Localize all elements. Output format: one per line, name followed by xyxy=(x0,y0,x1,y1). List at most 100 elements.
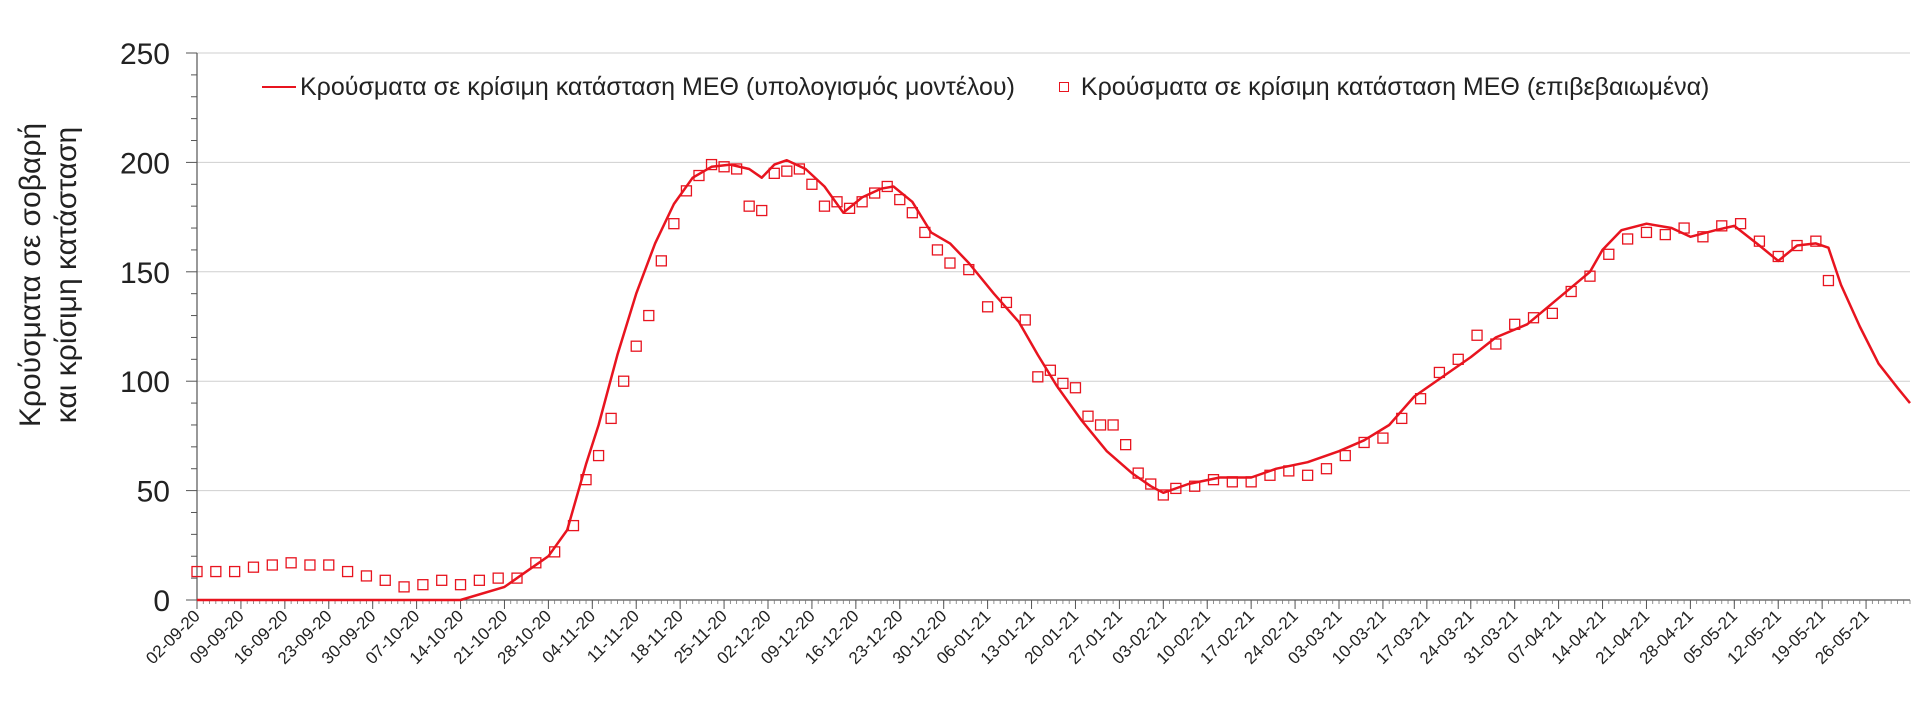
data-point-confirmed xyxy=(843,202,856,214)
data-point-confirmed xyxy=(1032,371,1044,383)
data-point-confirmed xyxy=(705,158,718,171)
data-point-confirmed xyxy=(379,574,391,586)
data-point-confirmed xyxy=(944,257,956,269)
data-point-confirmed xyxy=(1132,467,1144,479)
data-point-confirmed xyxy=(1358,436,1370,449)
data-point-confirmed xyxy=(1320,463,1333,475)
data-point-confirmed xyxy=(360,570,373,582)
data-point-confirmed xyxy=(549,546,561,558)
data-point-confirmed xyxy=(1471,329,1483,341)
legend: Κρούσματα σε κρίσιμη κατάσταση ΜΕΘ (υπολ… xyxy=(262,70,1709,104)
data-point-confirmed xyxy=(1527,312,1540,324)
data-point-confirmed xyxy=(1772,250,1784,263)
y-axis-label-line-1: Κρούσματα σε σοβαρή xyxy=(14,122,48,428)
data-point-confirmed xyxy=(1283,465,1295,477)
data-point-confirmed xyxy=(768,167,780,179)
data-point-confirmed xyxy=(228,565,241,578)
data-point-confirmed xyxy=(1339,449,1351,462)
data-point-confirmed xyxy=(693,169,705,182)
data-point-confirmed xyxy=(655,255,667,267)
legend-label-model: Κρούσματα σε κρίσιμη κατάσταση ΜΕΘ (υπολ… xyxy=(300,72,1015,101)
data-point-confirmed xyxy=(831,196,843,208)
data-point-confirmed xyxy=(285,557,297,569)
y-tick-label: 250 xyxy=(120,38,170,71)
data-point-confirmed xyxy=(1170,482,1182,495)
data-point-confirmed xyxy=(247,561,260,573)
data-point-confirmed xyxy=(398,581,410,593)
y-axis-label: Κρούσματα σε σοβαρή και κρίσιμη κατάστασ… xyxy=(8,110,90,440)
data-point-confirmed xyxy=(1069,382,1082,394)
data-point-confirmed xyxy=(1019,314,1031,326)
y-tick-label: 200 xyxy=(120,147,170,180)
data-point-confirmed xyxy=(1565,285,1577,298)
data-point-confirmed xyxy=(1264,469,1276,481)
data-point-confirmed xyxy=(473,574,486,586)
data-point-confirmed xyxy=(1396,412,1408,425)
data-point-confirmed xyxy=(793,163,806,175)
data-point-confirmed xyxy=(1082,410,1094,422)
data-point-confirmed xyxy=(906,207,918,219)
data-point-confirmed xyxy=(806,178,818,190)
data-point-confirmed xyxy=(881,180,893,193)
y-tick-label: 100 xyxy=(120,366,170,399)
data-point-confirmed xyxy=(856,196,868,208)
data-point-confirmed xyxy=(1509,318,1521,330)
data-point-confirmed xyxy=(1057,377,1069,390)
data-point-confirmed xyxy=(1640,226,1653,239)
data-point-confirmed xyxy=(1621,233,1634,245)
data-point-confirmed xyxy=(668,218,680,230)
data-point-confirmed xyxy=(981,301,994,313)
data-point-confirmed xyxy=(1044,364,1057,376)
data-point-confirmed xyxy=(323,559,335,571)
data-point-confirmed xyxy=(1791,239,1803,252)
data-point-confirmed xyxy=(1659,228,1671,241)
data-point-confirmed xyxy=(718,161,730,173)
data-point-confirmed xyxy=(1734,218,1747,230)
data-point-confirmed xyxy=(1546,307,1558,320)
data-point-confirmed xyxy=(919,226,931,239)
data-point-confirmed xyxy=(1120,439,1132,451)
data-point-confirmed xyxy=(304,559,316,571)
data-point-confirmed xyxy=(1107,419,1119,431)
series-model-line xyxy=(197,158,1911,602)
data-point-confirmed xyxy=(1414,393,1427,405)
data-point-confirmed xyxy=(511,572,523,584)
data-point-confirmed xyxy=(341,565,354,578)
data-point-confirmed xyxy=(1697,231,1709,243)
legend-square-swatch xyxy=(1058,82,1069,92)
y-axis-label-line-2: και κρίσιμη κατάσταση xyxy=(50,126,84,424)
data-point-confirmed xyxy=(1584,270,1596,282)
data-point-confirmed xyxy=(436,574,448,586)
data-point-confirmed xyxy=(1000,296,1013,309)
data-point-confirmed xyxy=(1094,419,1107,431)
data-point-confirmed xyxy=(191,565,203,578)
data-point-confirmed xyxy=(454,579,467,591)
data-point-confirmed xyxy=(592,449,605,462)
data-point-confirmed xyxy=(530,557,542,569)
data-point-confirmed xyxy=(963,263,975,276)
data-point-confirmed xyxy=(1157,489,1169,501)
data-point-confirmed xyxy=(1452,353,1464,365)
legend-line-swatch xyxy=(262,86,296,88)
data-point-confirmed xyxy=(1810,235,1822,247)
data-point-confirmed xyxy=(818,200,831,212)
data-point-confirmed xyxy=(1822,274,1835,287)
data-point-confirmed xyxy=(266,559,278,571)
data-point-confirmed xyxy=(1433,366,1446,379)
data-point-confirmed xyxy=(618,375,630,387)
data-point-confirmed xyxy=(1189,480,1201,492)
data-point-confirmed xyxy=(869,187,881,199)
data-point-confirmed xyxy=(210,565,222,578)
data-point-confirmed xyxy=(1716,220,1728,232)
data-point-confirmed xyxy=(1490,338,1502,350)
data-point-confirmed xyxy=(931,244,944,256)
data-point-confirmed xyxy=(1377,432,1389,444)
data-point-confirmed xyxy=(630,340,642,352)
data-point-confirmed xyxy=(894,193,906,206)
data-point-confirmed xyxy=(605,412,617,425)
y-tick-label: 50 xyxy=(137,476,170,509)
data-point-confirmed xyxy=(1603,248,1615,260)
data-point-confirmed xyxy=(1145,478,1157,490)
